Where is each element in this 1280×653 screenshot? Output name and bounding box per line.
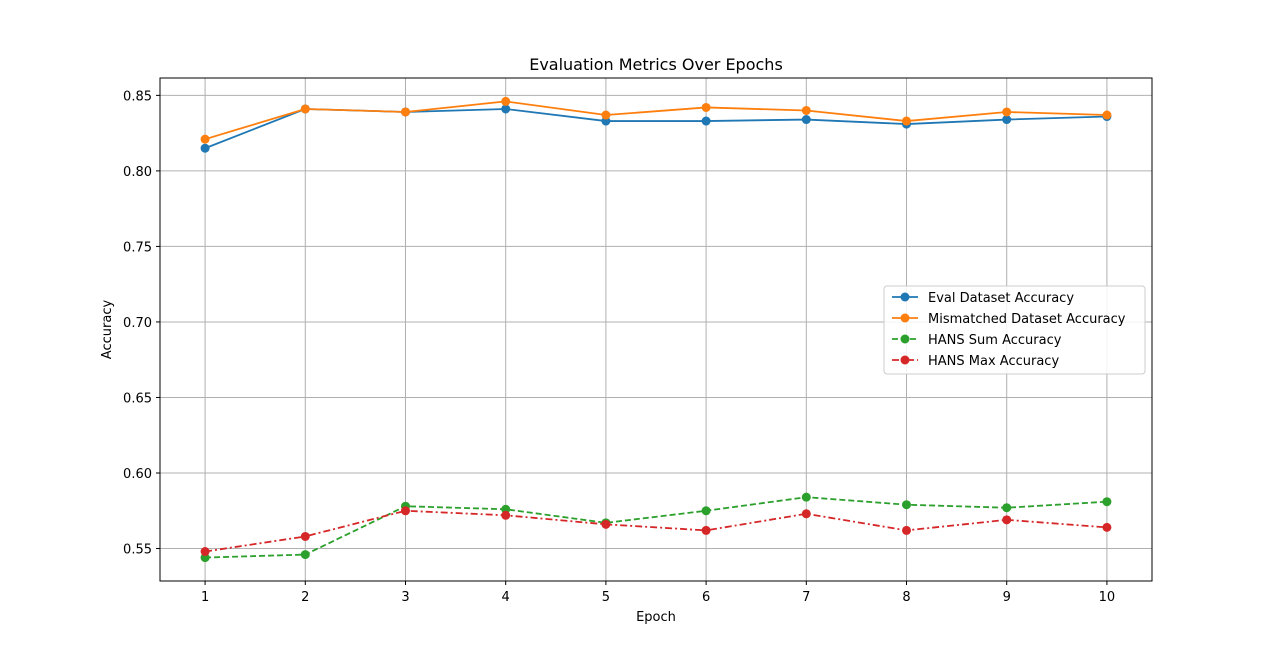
y-tick-label: 0.60 xyxy=(123,467,152,482)
data-point-series-2 xyxy=(300,104,310,114)
data-point-series-2 xyxy=(400,107,410,117)
data-point-series-2 xyxy=(501,96,511,106)
x-tick-label: 2 xyxy=(301,590,309,605)
x-tick-label: 5 xyxy=(602,590,610,605)
legend-label: Mismatched Dataset Accuracy xyxy=(928,312,1126,327)
legend-marker xyxy=(900,334,910,344)
data-point-series-2 xyxy=(1102,110,1112,120)
axis-ticks: 1 2 3 4 5 6 7 8 9 10 0.55 0.60 0.65 0.70 0.75 0.80 0.85 xyxy=(123,89,1115,605)
y-tick-label: 0.65 xyxy=(123,391,152,406)
legend-label: HANS Max Accuracy xyxy=(928,354,1059,369)
data-point-series-2 xyxy=(801,105,811,115)
x-tick-label: 4 xyxy=(502,590,510,605)
series-line-4 xyxy=(204,509,1107,553)
data-point-series-1 xyxy=(1002,115,1012,125)
legend-label: Eval Dataset Accuracy xyxy=(928,291,1074,306)
data-point-series-4 xyxy=(601,519,611,529)
x-tick-label: 9 xyxy=(1003,590,1011,605)
data-point-series-4 xyxy=(200,547,210,557)
x-tick-label: 6 xyxy=(702,590,710,605)
y-axis-title: Accuracy xyxy=(100,300,115,360)
series-layer xyxy=(200,96,1112,563)
legend-marker xyxy=(900,292,910,302)
data-point-series-4 xyxy=(300,531,310,541)
legend-marker xyxy=(900,355,910,365)
y-tick-label: 0.80 xyxy=(123,165,152,180)
data-point-series-4 xyxy=(801,509,811,519)
x-tick-label: 8 xyxy=(902,590,910,605)
x-axis-title: Epoch xyxy=(636,610,676,625)
data-point-series-3 xyxy=(701,506,711,516)
y-tick-label: 0.75 xyxy=(123,240,152,255)
data-point-series-4 xyxy=(902,525,912,535)
data-point-series-2 xyxy=(701,102,711,112)
data-point-series-1 xyxy=(701,116,711,126)
data-point-series-3 xyxy=(1102,497,1112,507)
data-point-series-3 xyxy=(801,492,811,502)
legend-box xyxy=(883,285,1146,375)
data-point-series-1 xyxy=(200,143,210,153)
data-point-series-3 xyxy=(1002,503,1012,513)
chart-title: Evaluation Metrics Over Epochs xyxy=(529,55,783,74)
data-point-series-4 xyxy=(1002,515,1012,525)
y-tick-label: 0.55 xyxy=(123,543,152,558)
y-tick-label: 0.85 xyxy=(123,89,152,104)
data-point-series-4 xyxy=(1102,522,1112,532)
data-point-series-2 xyxy=(601,110,611,120)
legend: Eval Dataset Accuracy Mismatched Dataset … xyxy=(883,285,1146,375)
data-point-series-2 xyxy=(200,134,210,144)
data-point-series-4 xyxy=(701,525,711,535)
series-line-2 xyxy=(204,100,1107,141)
data-point-series-2 xyxy=(1002,107,1012,117)
legend-marker xyxy=(900,313,910,323)
series-line-3 xyxy=(205,496,1107,559)
data-point-series-2 xyxy=(902,116,912,126)
x-tick-label: 10 xyxy=(1099,590,1116,605)
y-tick-label: 0.70 xyxy=(123,316,152,331)
x-tick-label: 1 xyxy=(201,590,209,605)
legend-label: HANS Sum Accuracy xyxy=(928,333,1062,348)
plot-area-frame xyxy=(159,77,1153,582)
data-point-series-3 xyxy=(300,550,310,560)
data-point-series-4 xyxy=(400,506,410,516)
x-tick-label: 7 xyxy=(802,590,810,605)
x-tick-label: 3 xyxy=(401,590,409,605)
data-point-series-4 xyxy=(501,510,511,520)
data-point-series-1 xyxy=(501,104,511,114)
data-point-series-1 xyxy=(801,115,811,125)
data-point-series-3 xyxy=(902,500,912,510)
